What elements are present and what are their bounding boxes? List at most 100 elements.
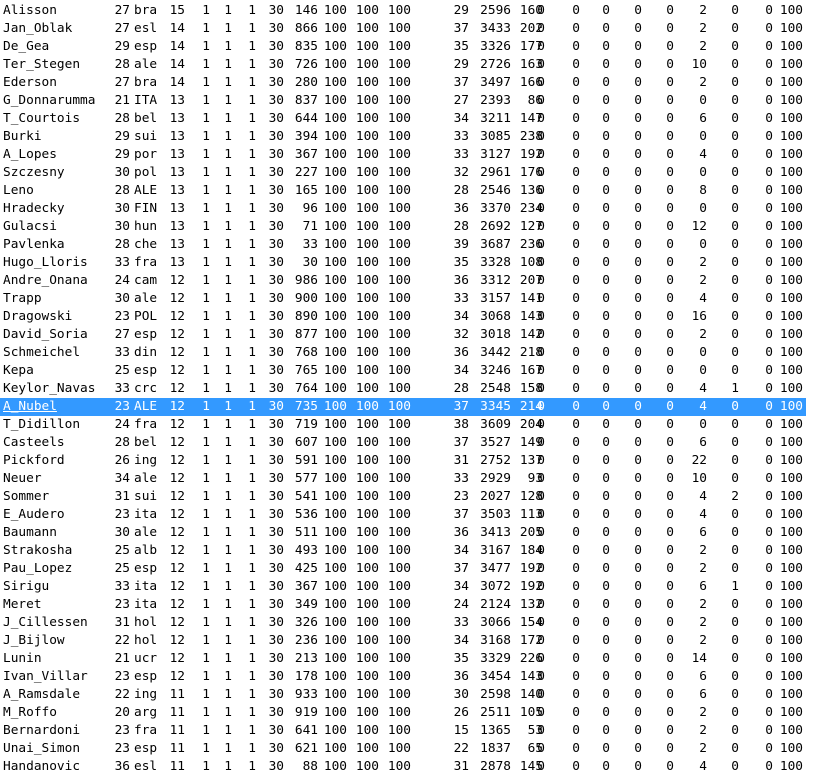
col-6: 1 bbox=[224, 129, 232, 144]
player-name: M_Roffo bbox=[3, 705, 57, 720]
col-21: 12 bbox=[691, 219, 707, 234]
text-line[interactable]: Schmeichel 33 din 12 1 1 1 30 768 100 100 100 36 3442… bbox=[0, 344, 806, 362]
text-line[interactable]: Sommer 31 sui 12 1 1 1 30 541 100 100 100 23 2027 128 0… bbox=[0, 488, 806, 506]
col-6: 1 bbox=[224, 3, 232, 18]
col-9: 768 bbox=[294, 345, 318, 360]
text-line[interactable]: Leno 28 ALE 13 1 1 1 30 165 100 100 100 28 2546 136 0 0 0… bbox=[0, 182, 806, 200]
text-line[interactable]: T_Courtois 28 bel 13 1 1 1 30 644 100 100 100 34 3211… bbox=[0, 110, 806, 128]
text-line-selected[interactable]: A_Nubel 23 ALE 12 1 1 1 30 735 100 100 100 37 3345 214… bbox=[0, 398, 806, 416]
col-17: 0 bbox=[572, 39, 580, 54]
text-line[interactable]: Ederson 27 bra 14 1 1 1 30 280 100 100 100 37 3497 166… bbox=[0, 74, 806, 92]
col-17: 0 bbox=[572, 165, 580, 180]
text-line[interactable]: Pau_Lopez 25 esp 12 1 1 1 30 425 100 100 100 37 3477 1… bbox=[0, 560, 806, 578]
text-line[interactable]: Andre_Onana 24 cam 12 1 1 1 30 986 100 100 100 36 331… bbox=[0, 272, 806, 290]
text-line[interactable]: Alisson 27 bra 15 1 1 1 30 146 100 100 100 29 2596 160… bbox=[0, 2, 806, 20]
col-10: 100 bbox=[323, 399, 347, 414]
col-6: 1 bbox=[224, 219, 232, 234]
text-line[interactable]: M_Roffo 20 arg 11 1 1 1 30 919 100 100 100 26 2511 105… bbox=[0, 704, 806, 722]
col-17: 0 bbox=[572, 57, 580, 72]
text-line[interactable]: E_Audero 23 ita 12 1 1 1 30 536 100 100 100 37 3503 11… bbox=[0, 506, 806, 524]
col-19: 0 bbox=[634, 471, 642, 486]
text-line[interactable]: Trapp 30 ale 12 1 1 1 30 900 100 100 100 33 3157 141 0 0… bbox=[0, 290, 806, 308]
text-line[interactable]: De_Gea 29 esp 14 1 1 1 30 835 100 100 100 35 3326 177 0… bbox=[0, 38, 806, 56]
col-11: 100 bbox=[355, 21, 379, 36]
col-16: 0 bbox=[537, 579, 545, 594]
col-9: 96 bbox=[302, 201, 318, 216]
col-18: 0 bbox=[602, 579, 610, 594]
col-8: 30 bbox=[268, 381, 284, 396]
col-19: 0 bbox=[634, 327, 642, 342]
text-line[interactable]: A_Ramsdale 22 ing 11 1 1 1 30 933 100 100 100 30 2598… bbox=[0, 686, 806, 704]
text-line[interactable]: Handanovic 36 esl 11 1 1 1 30 88 100 100 100 31 2878 1… bbox=[0, 758, 806, 776]
text-line[interactable]: Kepa 25 esp 12 1 1 1 30 765 100 100 100 34 3246 167 0 0 0… bbox=[0, 362, 806, 380]
col-12: 100 bbox=[387, 651, 411, 666]
text-line[interactable]: Meret 23 ita 12 1 1 1 30 349 100 100 100 24 2124 132 0 0… bbox=[0, 596, 806, 614]
text-line[interactable]: Bernardoni 23 fra 11 1 1 1 30 641 100 100 100 15 1365… bbox=[0, 722, 806, 740]
col-5: 1 bbox=[202, 741, 210, 756]
text-line[interactable]: Keylor_Navas 33 crc 12 1 1 1 30 764 100 100 100 28 25… bbox=[0, 380, 806, 398]
col-23: 0 bbox=[765, 111, 773, 126]
text-line[interactable]: Strakosha 25 alb 12 1 1 1 30 493 100 100 100 34 3167 1… bbox=[0, 542, 806, 560]
col-17: 0 bbox=[572, 471, 580, 486]
text-line[interactable]: Dragowski 23 POL 12 1 1 1 30 890 100 100 100 34 3068 1… bbox=[0, 308, 806, 326]
text-line[interactable]: Baumann 30 ale 12 1 1 1 30 511 100 100 100 36 3413 205… bbox=[0, 524, 806, 542]
col-24: 100 bbox=[779, 273, 803, 288]
col-18: 0 bbox=[602, 435, 610, 450]
text-line[interactable]: Casteels 28 bel 12 1 1 1 30 607 100 100 100 37 3527 14… bbox=[0, 434, 806, 452]
text-line[interactable]: Sirigu 33 ita 12 1 1 1 30 367 100 100 100 34 3072 192 0… bbox=[0, 578, 806, 596]
country: hun bbox=[134, 219, 158, 234]
player-name: Schmeichel bbox=[3, 345, 81, 360]
col-18: 0 bbox=[602, 705, 610, 720]
age: 28 bbox=[114, 111, 130, 126]
col-9: 165 bbox=[294, 183, 318, 198]
text-line[interactable]: Hugo_Lloris 33 fra 13 1 1 1 30 30 100 100 100 35 3328… bbox=[0, 254, 806, 272]
text-line[interactable]: Jan_Oblak 27 esl 14 1 1 1 30 866 100 100 100 37 3433 2… bbox=[0, 20, 806, 38]
text-line[interactable]: Ter_Stegen 28 ale 14 1 1 1 30 726 100 100 100 29 2726… bbox=[0, 56, 806, 74]
col-10: 100 bbox=[323, 57, 347, 72]
text-line[interactable]: Lunin 21 ucr 12 1 1 1 30 213 100 100 100 35 3329 226 0 0… bbox=[0, 650, 806, 668]
text-line[interactable]: J_Cillessen 31 hol 12 1 1 1 30 326 100 100 100 33 306… bbox=[0, 614, 806, 632]
col-19: 0 bbox=[634, 201, 642, 216]
col-19: 0 bbox=[634, 597, 642, 612]
col-12: 100 bbox=[387, 57, 411, 72]
col-11: 100 bbox=[355, 453, 379, 468]
col-14: 2511 bbox=[480, 705, 511, 720]
country: ale bbox=[134, 291, 158, 306]
text-line[interactable]: Hradecky 30 FIN 13 1 1 1 30 96 100 100 100 36 3370 234… bbox=[0, 200, 806, 218]
col-16: 0 bbox=[537, 129, 545, 144]
col-5: 1 bbox=[202, 201, 210, 216]
col-16: 0 bbox=[537, 219, 545, 234]
col-9: 877 bbox=[294, 327, 318, 342]
text-line[interactable]: David_Soria 27 esp 12 1 1 1 30 877 100 100 100 32 301… bbox=[0, 326, 806, 344]
text-line[interactable]: Unai_Simon 23 esp 11 1 1 1 30 621 100 100 100 22 1837… bbox=[0, 740, 806, 758]
text-line[interactable]: Pavlenka 28 che 13 1 1 1 30 33 100 100 100 39 3687 236… bbox=[0, 236, 806, 254]
text-line[interactable]: A_Lopes 29 por 13 1 1 1 30 367 100 100 100 33 3127 192… bbox=[0, 146, 806, 164]
col-17: 0 bbox=[572, 507, 580, 522]
col-16: 0 bbox=[537, 471, 545, 486]
col-10: 100 bbox=[323, 381, 347, 396]
age: 33 bbox=[114, 381, 130, 396]
col-19: 0 bbox=[634, 579, 642, 594]
text-line[interactable]: Szczesny 30 pol 13 1 1 1 30 227 100 100 100 32 2961 17… bbox=[0, 164, 806, 182]
text-line[interactable]: Ivan_Villar 23 esp 12 1 1 1 30 178 100 100 100 36 345… bbox=[0, 668, 806, 686]
country: alb bbox=[134, 543, 158, 558]
col-5: 1 bbox=[202, 651, 210, 666]
col-11: 100 bbox=[355, 435, 379, 450]
col-6: 1 bbox=[224, 597, 232, 612]
col-13: 35 bbox=[453, 39, 469, 54]
text-line[interactable]: Pickford 26 ing 12 1 1 1 30 591 100 100 100 31 2752 13… bbox=[0, 452, 806, 470]
col-7: 1 bbox=[248, 615, 256, 630]
col-15: 108 bbox=[519, 255, 543, 270]
col-23: 0 bbox=[765, 309, 773, 324]
col-5: 1 bbox=[202, 399, 210, 414]
col-16: 0 bbox=[537, 93, 545, 108]
col-21: 0 bbox=[699, 129, 707, 144]
text-line[interactable]: J_Bijlow 22 hol 12 1 1 1 30 236 100 100 100 34 3168 17… bbox=[0, 632, 806, 650]
text-line[interactable]: Neuer 34 ale 12 1 1 1 30 577 100 100 100 33 2929 93 0 0 0… bbox=[0, 470, 806, 488]
text-line[interactable]: Gulacsi 30 hun 13 1 1 1 30 71 100 100 100 28 2692 127 0… bbox=[0, 218, 806, 236]
text-line[interactable]: G_Donnarumma 21 ITA 13 1 1 1 30 837 100 100 100 27 23… bbox=[0, 92, 806, 110]
col-14: 2929 bbox=[480, 471, 511, 486]
text-line[interactable]: Burki 29 sui 13 1 1 1 30 394 100 100 100 33 3085 238 0 0… bbox=[0, 128, 806, 146]
text-line[interactable]: T_Didillon 24 fra 12 1 1 1 30 719 100 100 100 38 3609… bbox=[0, 416, 806, 434]
